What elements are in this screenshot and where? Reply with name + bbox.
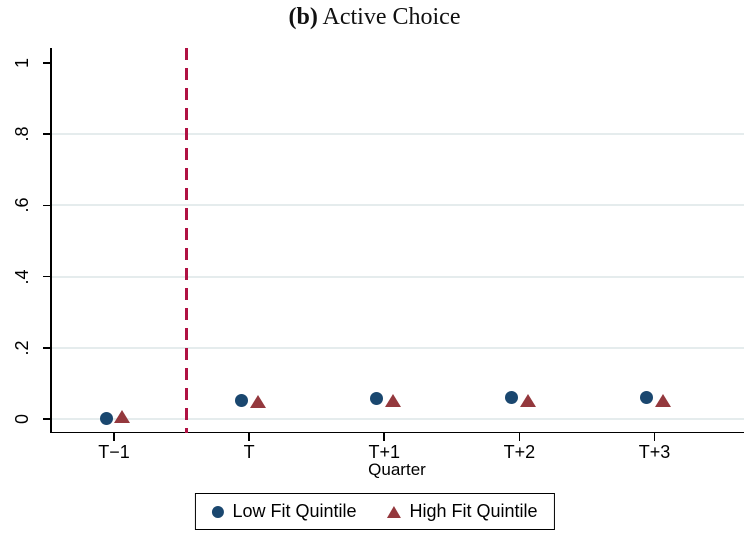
- data-point-triangle: [249, 395, 266, 409]
- x-tick-label: T+1: [368, 442, 400, 462]
- gridline: [51, 346, 744, 349]
- treatment-vline: [185, 48, 188, 433]
- x-tick: [653, 433, 656, 441]
- legend-circle-icon: [211, 505, 224, 518]
- x-tick: [113, 433, 115, 441]
- data-point-circle: [505, 391, 519, 405]
- x-tick: [383, 433, 385, 441]
- y-tick-label: .2: [12, 340, 32, 356]
- data-point-triangle: [519, 394, 536, 408]
- x-tick-label: T: [243, 442, 255, 462]
- x-axis-line: [50, 431, 744, 433]
- y-tick-label: .4: [12, 269, 32, 285]
- data-point-triangle: [114, 410, 131, 424]
- x-tick: [518, 433, 521, 441]
- data-point-circle: [235, 393, 249, 407]
- x-tick-label: T+2: [503, 442, 536, 462]
- legend-item: Low Fit Quintile: [211, 501, 357, 522]
- y-tick: [43, 347, 50, 349]
- y-tick: [43, 275, 50, 278]
- chart-title-text: Active Choice: [317, 4, 461, 30]
- y-tick: [43, 62, 50, 64]
- gridline: [51, 133, 744, 136]
- plot-area: 0 .2 .4 .6 .8 1 T−1 T T+1 T+2 T+3: [12, 48, 744, 462]
- x-tick-label: T+3: [638, 442, 671, 462]
- x-axis-title: Quarter: [368, 460, 426, 479]
- chart-title-prefix: (b): [288, 4, 318, 30]
- data-point-triangle: [654, 393, 671, 407]
- legend: Low Fit Quintile High Fit Quintile: [194, 493, 555, 530]
- x-tick-label: T−1: [98, 442, 130, 462]
- data-point-circle: [99, 412, 113, 426]
- gridline: [51, 418, 744, 420]
- x-tick: [248, 433, 250, 441]
- legend-triangle-icon: [386, 505, 401, 518]
- y-axis-line: [50, 48, 52, 433]
- legend-item: High Fit Quintile: [386, 501, 538, 522]
- data-point-circle: [370, 392, 384, 406]
- gridline: [51, 204, 744, 207]
- chart-title: (b) Active Choice: [0, 4, 749, 31]
- legend-item-label: Low Fit Quintile: [232, 501, 357, 521]
- y-tick: [43, 204, 50, 207]
- y-tick-label: .6: [12, 197, 32, 213]
- gridline: [51, 275, 744, 278]
- legend-item-label: High Fit Quintile: [409, 501, 538, 521]
- y-tick-label: 0: [12, 414, 32, 425]
- y-tick: [43, 133, 50, 135]
- data-point-triangle: [384, 394, 401, 408]
- data-point-circle: [640, 391, 654, 405]
- y-tick-label: .8: [12, 126, 32, 142]
- y-tick-label: 1: [12, 58, 32, 69]
- y-tick: [43, 418, 50, 420]
